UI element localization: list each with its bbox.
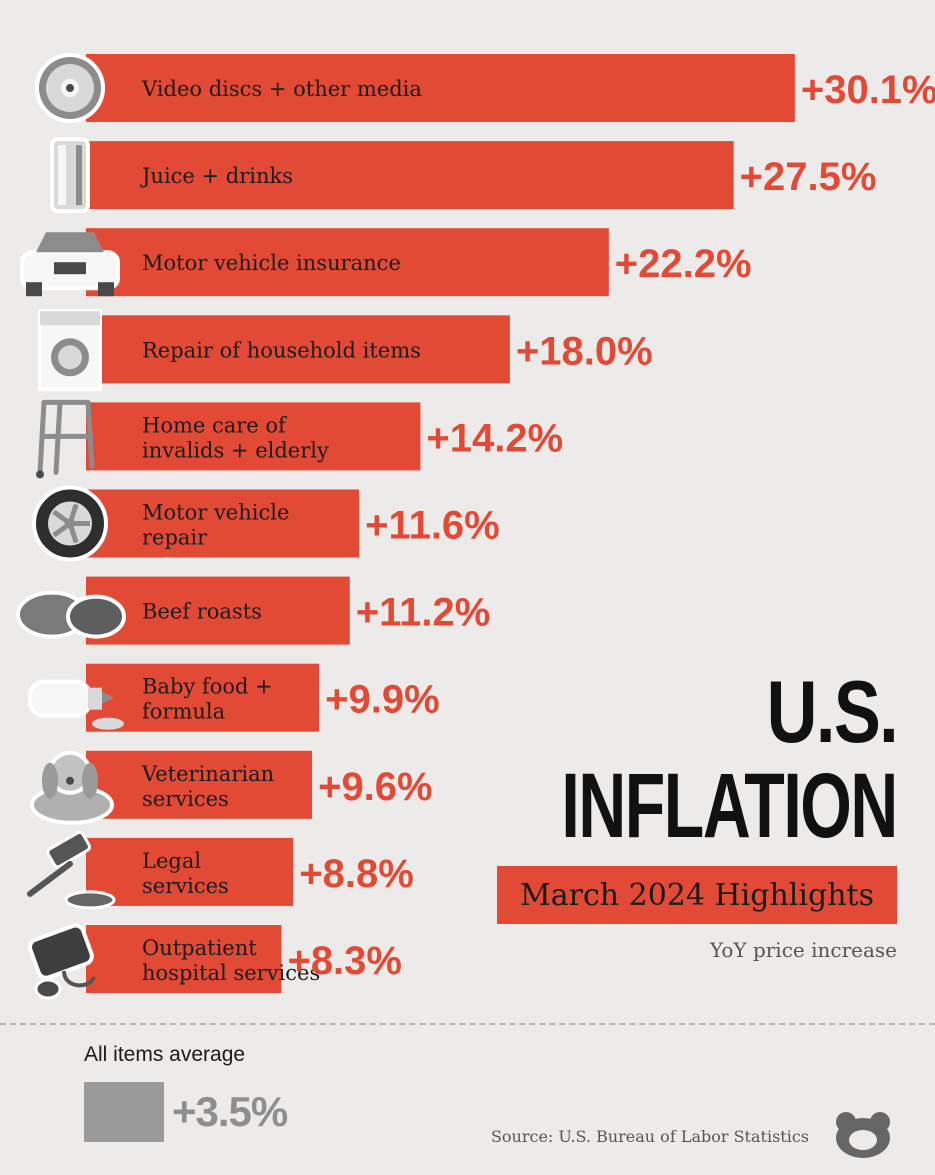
bar-chart: Video discs + other media +30.1% Juice + d… bbox=[16, 53, 935, 1000]
category-label: Juice + drinks bbox=[140, 164, 293, 188]
bar bbox=[86, 402, 421, 471]
tire-icon bbox=[32, 485, 108, 562]
bar bbox=[86, 315, 510, 384]
cd-disc-icon bbox=[35, 53, 105, 123]
category-label: Veterinarian services bbox=[141, 762, 274, 811]
average-label: All items average bbox=[84, 1043, 246, 1066]
subtitle-banner: March 2024 Highlights bbox=[497, 866, 897, 924]
dog-icon bbox=[30, 750, 114, 825]
category-label: Motor vehicle repair bbox=[142, 501, 289, 550]
walker-icon bbox=[36, 399, 95, 479]
category-label: Motor vehicle insurance bbox=[142, 251, 401, 275]
value-label: +9.6% bbox=[318, 765, 433, 809]
value-label: +22.2% bbox=[615, 242, 752, 286]
value-label: +27.5% bbox=[740, 155, 877, 199]
brand-logo-icon bbox=[836, 1112, 890, 1158]
soda-can-icon bbox=[50, 137, 90, 214]
title-line-2: INFLATION bbox=[561, 755, 899, 857]
bar bbox=[86, 750, 313, 819]
value-label: +18.0% bbox=[516, 329, 653, 373]
title-line-1: U.S. bbox=[766, 662, 898, 761]
subtitle: March 2024 Highlights bbox=[520, 877, 874, 913]
bar bbox=[86, 141, 734, 210]
bar bbox=[86, 489, 360, 558]
category-label: Home care of invalids + elderly bbox=[142, 413, 329, 462]
average-value: +3.5% bbox=[172, 1088, 288, 1135]
value-label: +11.6% bbox=[365, 504, 500, 548]
category-label: Repair of household items bbox=[142, 338, 421, 362]
source-note: Source: U.S. Bureau of Labor Statistics bbox=[490, 1127, 809, 1146]
average-bar bbox=[84, 1082, 164, 1142]
value-label: +9.9% bbox=[325, 678, 440, 722]
car-icon bbox=[20, 232, 120, 297]
category-label: Video discs + other media bbox=[141, 77, 422, 101]
baby-bottle-icon bbox=[28, 679, 124, 730]
beef-roast-icon bbox=[16, 590, 126, 639]
value-label: +8.8% bbox=[299, 852, 414, 896]
bar bbox=[86, 925, 282, 993]
gavel-icon bbox=[27, 830, 116, 910]
value-label: +30.1% bbox=[801, 68, 935, 112]
washing-machine-icon bbox=[38, 309, 102, 392]
category-label: Beef roasts bbox=[142, 600, 262, 624]
bar bbox=[86, 54, 795, 122]
category-label: Outpatient hospital services bbox=[142, 936, 320, 985]
category-label: Baby food + formula bbox=[142, 675, 273, 724]
bar bbox=[86, 837, 294, 906]
bar bbox=[86, 576, 350, 645]
blood-pressure-cuff-icon bbox=[28, 923, 96, 1000]
category-label: Legal services bbox=[142, 849, 229, 898]
value-label: +14.2% bbox=[426, 416, 563, 460]
metric-note: YoY price increase bbox=[709, 938, 897, 962]
value-label: +11.2% bbox=[356, 591, 491, 635]
bar bbox=[86, 663, 320, 732]
value-label: +8.3% bbox=[287, 939, 402, 983]
bar bbox=[86, 228, 609, 297]
divider bbox=[0, 1023, 935, 1025]
